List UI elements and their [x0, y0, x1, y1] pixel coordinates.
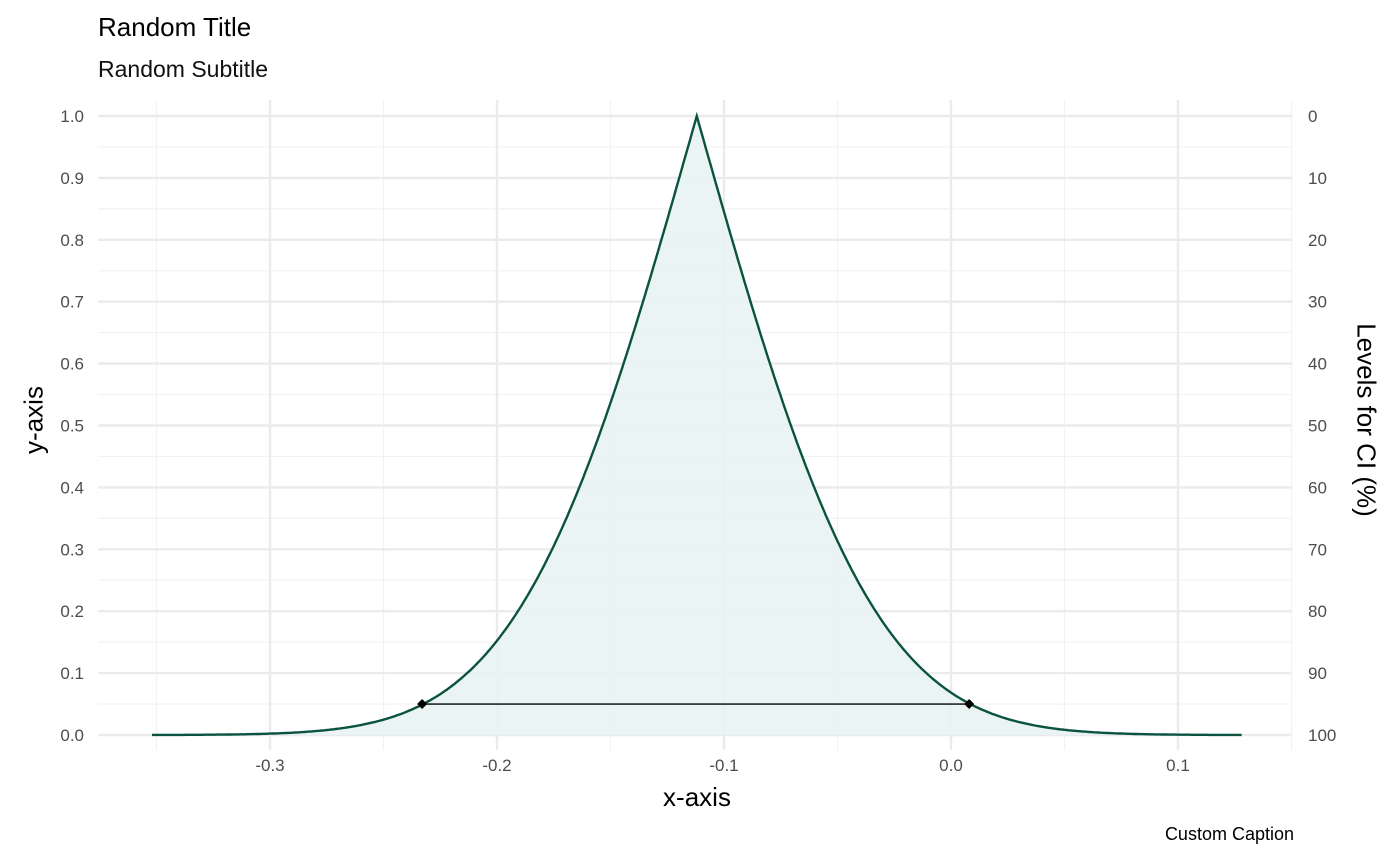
y2-tick-label: 20: [1308, 231, 1327, 250]
y2-tick-label: 80: [1308, 602, 1327, 621]
x-tick-label: 0.1: [1166, 756, 1190, 775]
y-tick-label: 1.0: [60, 107, 84, 126]
area-fill: [151, 116, 1242, 735]
p-value-curve: [152, 111, 1242, 737]
y-tick-label: 0.3: [60, 540, 84, 559]
y-tick-label: 0.1: [60, 664, 84, 683]
y2-tick-label: 0: [1308, 107, 1317, 126]
secondary-y-axis-label: Levels for CI (%): [1351, 323, 1382, 517]
y2-tick-label: 60: [1308, 478, 1327, 497]
y2-tick-label: 30: [1308, 293, 1327, 312]
interval-upper-point: [964, 699, 975, 710]
y-tick-label: 0.0: [60, 726, 84, 745]
y2-tick-label: 40: [1308, 355, 1327, 374]
y-tick-label: 0.6: [60, 355, 84, 374]
chart-title: Random Title: [98, 12, 252, 42]
y-tick-label: 0.7: [60, 293, 84, 312]
y-tick-label: 0.2: [60, 602, 84, 621]
x-tick-label: 0.0: [939, 756, 963, 775]
chart-caption: Custom Caption: [1164, 824, 1294, 844]
y2-tick-label: 100: [1308, 726, 1336, 745]
x-axis-label: x-axis: [663, 782, 731, 812]
y-axis-label: y-axis: [18, 386, 49, 454]
y2-tick-label: 90: [1308, 664, 1327, 683]
y-tick-label: 0.8: [60, 231, 84, 250]
y2-tick-label: 50: [1308, 417, 1327, 436]
y-tick-label: 0.5: [60, 417, 84, 436]
interval-lower-point: [417, 699, 428, 710]
y-tick-label: 0.4: [60, 478, 84, 497]
y2-tick-label: 70: [1308, 540, 1327, 559]
y-tick-label: 0.9: [60, 169, 84, 188]
x-tick-label: -0.3: [255, 756, 284, 775]
chart-subtitle: Random Subtitle: [98, 56, 269, 82]
x-tick-label: -0.1: [709, 756, 738, 775]
y2-tick-label: 10: [1308, 169, 1327, 188]
x-tick-label: -0.2: [482, 756, 511, 775]
